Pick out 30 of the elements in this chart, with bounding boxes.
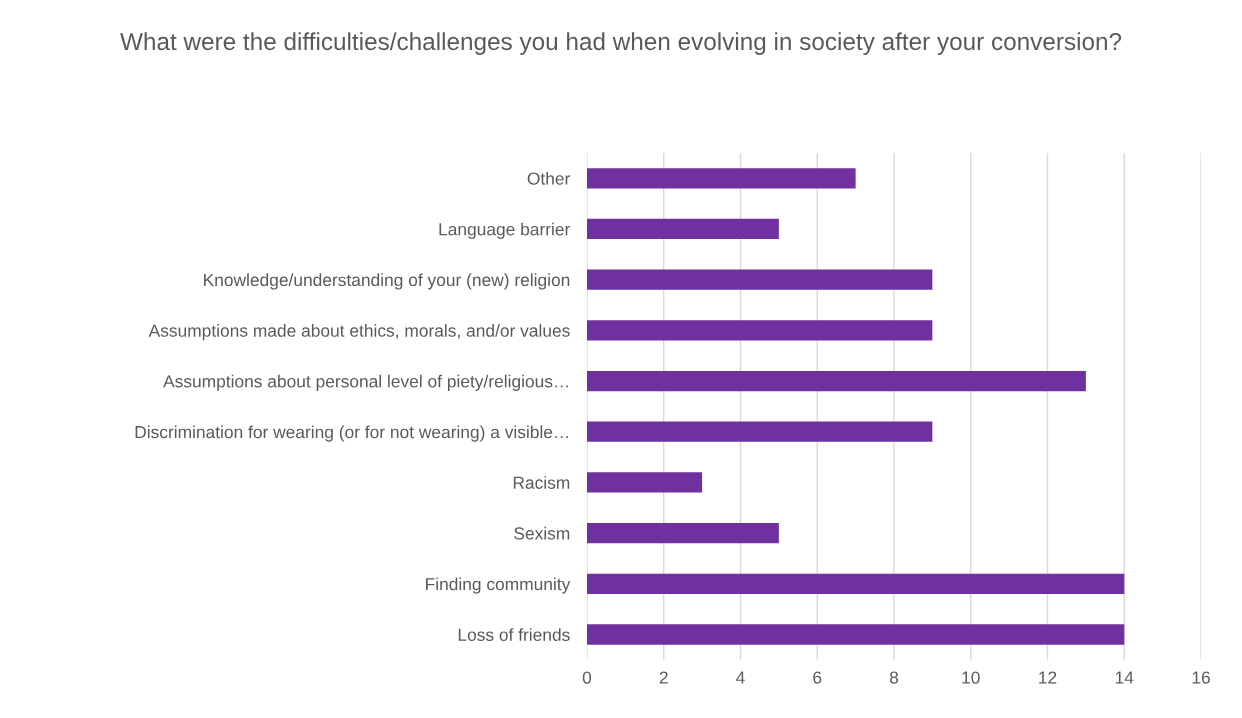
y-tick-label: Racism [513,476,570,489]
x-tick-label: 6 [813,671,822,684]
y-tick-label: Knowledge/understanding of your (new) religion [204,273,570,290]
x-tick-label: 2 [659,671,668,684]
bar [586,573,1125,594]
bar [586,421,933,442]
x-tick-label: 4 [736,671,745,684]
bar [586,320,933,341]
y-tick-label: Language barrier [439,222,571,239]
y-tick-label: Assumptions about personal level of piety/religious… [163,374,568,391]
bar [586,218,779,240]
y-tick-label: Loss of friends [458,628,570,641]
x-tick-label: 10 [962,671,980,684]
bar [586,624,1125,645]
x-tick-label: 16 [1192,671,1210,684]
y-tick-label: Sexism [514,526,570,540]
bar [586,168,856,189]
x-tick-label: 0 [582,671,592,684]
chart-title: What were the difficulties/challenges you had when evolving in society after your conversion? [120,32,1122,55]
bar [586,370,1086,392]
x-tick-label: 14 [1115,671,1134,684]
y-tick-label: Finding community [426,577,571,594]
y-tick-label: Assumptions made about ethics, morals, and/or values [148,324,570,341]
x-tick-label: 12 [1039,671,1057,684]
bar [586,269,933,290]
bar [586,522,779,544]
x-tick-label: 8 [889,671,899,684]
bar [586,472,703,493]
y-tick-label: Other [527,171,571,185]
y-tick-label: Discrimination for wearing (or for not wearing) a visible… [135,425,568,442]
